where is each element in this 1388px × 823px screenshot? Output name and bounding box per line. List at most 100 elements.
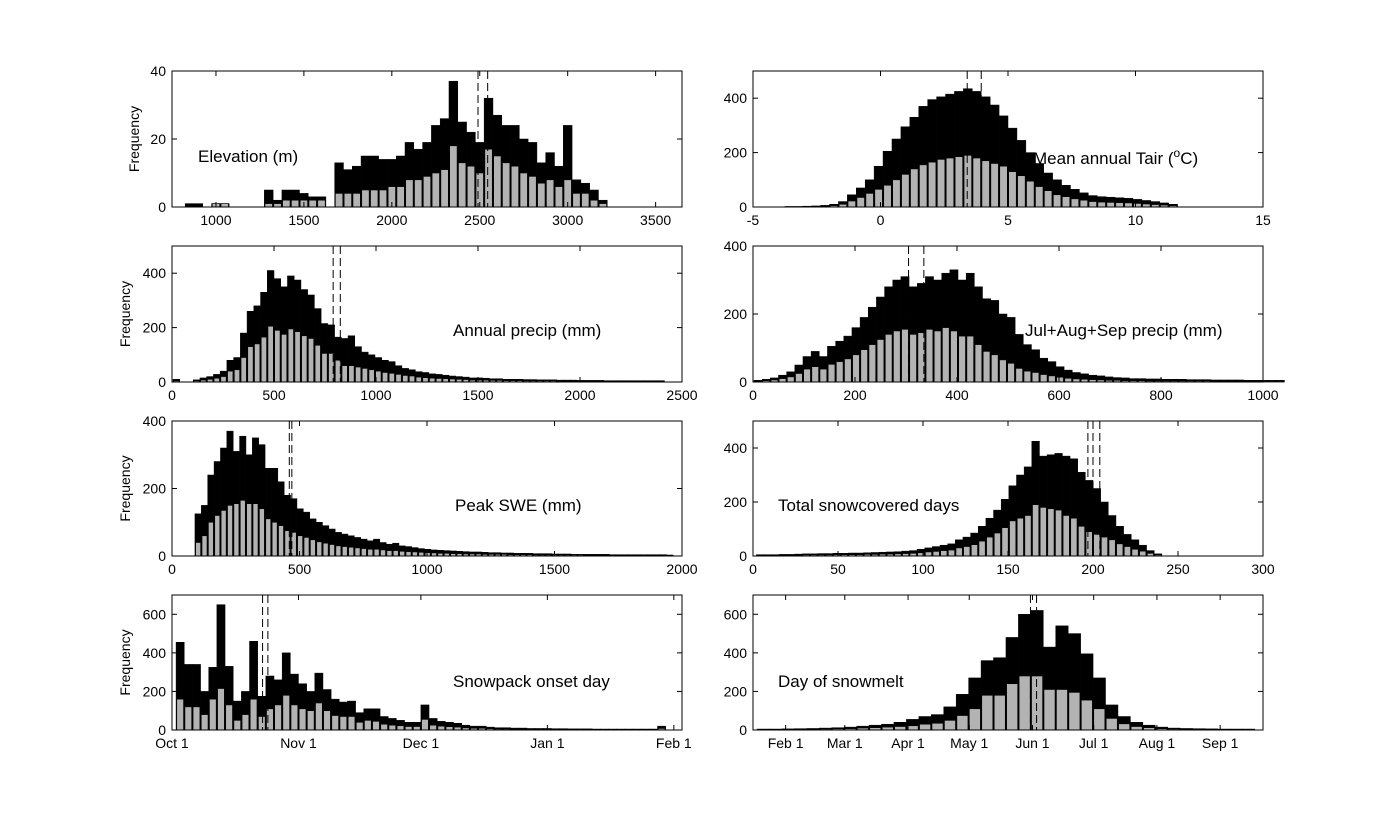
bar-subset xyxy=(275,330,280,382)
x-tick-label: 5 xyxy=(1004,212,1012,228)
bar-subset xyxy=(353,193,360,207)
bar-subset xyxy=(413,727,420,730)
bar-subset xyxy=(1000,360,1007,382)
bar-subset xyxy=(919,165,927,207)
bar-subset xyxy=(991,163,999,207)
x-tick-label: 600 xyxy=(1047,387,1071,403)
bar-subset xyxy=(355,548,360,556)
bar-subset xyxy=(397,187,404,207)
bar-subset xyxy=(412,552,417,556)
bar-subset xyxy=(373,721,380,730)
bar-subset xyxy=(242,715,249,730)
y-tick-label: 400 xyxy=(724,238,748,254)
bar-subset xyxy=(422,719,429,730)
x-tick-label: Jun 1 xyxy=(1015,735,1049,751)
bar-subset xyxy=(393,551,398,556)
y-tick-label: 0 xyxy=(158,722,166,738)
bar-subset xyxy=(946,158,954,207)
x-tick-label: 800 xyxy=(1149,387,1173,403)
bar-subset xyxy=(405,727,412,730)
bar-subset xyxy=(208,522,213,556)
bar-subset xyxy=(218,689,225,730)
bar-subset xyxy=(1125,203,1133,207)
bar-subset xyxy=(1107,202,1115,207)
bar-subset xyxy=(895,727,906,730)
bar-subset xyxy=(971,545,977,556)
bar-subset xyxy=(1018,176,1026,207)
bar-subset xyxy=(371,190,378,207)
bar-subset xyxy=(987,537,993,556)
x-tick-label: -5 xyxy=(747,212,760,228)
bar-subset xyxy=(991,355,998,382)
bar-subset xyxy=(1106,718,1117,730)
bar-subset xyxy=(1071,518,1077,556)
y-tick-label: 0 xyxy=(158,548,166,564)
bar-subset xyxy=(928,162,936,207)
x-tick-label: Nov 1 xyxy=(280,735,317,751)
bar-subset xyxy=(975,345,982,382)
bar-subset xyxy=(1055,510,1061,556)
bar-subset xyxy=(349,366,354,382)
bar-subset xyxy=(340,717,347,731)
x-tick-label: 1000 xyxy=(1247,387,1278,403)
bar-subset xyxy=(964,155,972,207)
bar-subset xyxy=(933,551,939,556)
bar-subset xyxy=(932,723,943,730)
x-tick-label: Jan 1 xyxy=(530,735,564,751)
bar-subset xyxy=(875,189,883,207)
bar-subset xyxy=(1071,199,1079,207)
bar-subset xyxy=(1057,377,1064,382)
x-tick-label: 0 xyxy=(749,387,757,403)
bar-subset xyxy=(403,375,408,382)
bar-subset xyxy=(406,180,413,207)
y-axis-label: Frequency xyxy=(117,629,133,695)
bar-subset xyxy=(1101,537,1107,556)
bar-subset xyxy=(201,715,208,730)
bar-subset xyxy=(406,552,411,556)
panel-label: Total snowcovered days xyxy=(778,496,959,515)
y-tick-label: 400 xyxy=(143,265,167,281)
bar-subset xyxy=(907,726,918,730)
bars xyxy=(185,81,607,207)
bar-subset xyxy=(951,331,958,382)
bar-subset xyxy=(315,345,320,382)
x-tick-label: 1000 xyxy=(360,387,391,403)
y-tick-label: 400 xyxy=(724,645,748,661)
y-tick-label: 0 xyxy=(739,722,747,738)
bar-subset xyxy=(196,543,201,557)
bar-subset xyxy=(283,695,290,730)
bar-subset xyxy=(1024,371,1031,382)
bar-subset xyxy=(511,166,518,207)
x-tick-label: Mar 1 xyxy=(827,735,863,751)
x-tick-label: Aug 1 xyxy=(1139,735,1176,751)
bar-subset xyxy=(902,174,910,207)
bar-subset xyxy=(202,536,207,556)
y-tick-label: 20 xyxy=(150,131,166,147)
bar-subset xyxy=(274,204,281,207)
bar-subset xyxy=(1086,532,1092,556)
bar-subset xyxy=(529,176,536,207)
bar-subset xyxy=(848,201,856,207)
bar-subset xyxy=(1119,724,1130,730)
bar-subset xyxy=(1065,378,1072,382)
bar-subset xyxy=(185,707,192,730)
bar-subset xyxy=(941,551,947,556)
bar-subset xyxy=(255,344,260,382)
y-tick-label: 0 xyxy=(739,374,747,390)
y-tick-label: 0 xyxy=(158,374,166,390)
bar-subset xyxy=(209,699,216,730)
y-tick-label: 400 xyxy=(724,440,748,456)
panel-label: Elevation (m) xyxy=(198,147,298,166)
bar-subset xyxy=(1134,203,1142,207)
bar-subset xyxy=(1017,518,1023,556)
bar-subset xyxy=(964,547,970,556)
bar-subset xyxy=(911,169,919,207)
bar-subset xyxy=(1094,709,1105,730)
x-tick-label: 0 xyxy=(877,212,885,228)
y-axis-label: Frequency xyxy=(117,455,133,521)
bar-subset xyxy=(1033,505,1039,556)
x-tick-label: 3500 xyxy=(640,212,671,228)
